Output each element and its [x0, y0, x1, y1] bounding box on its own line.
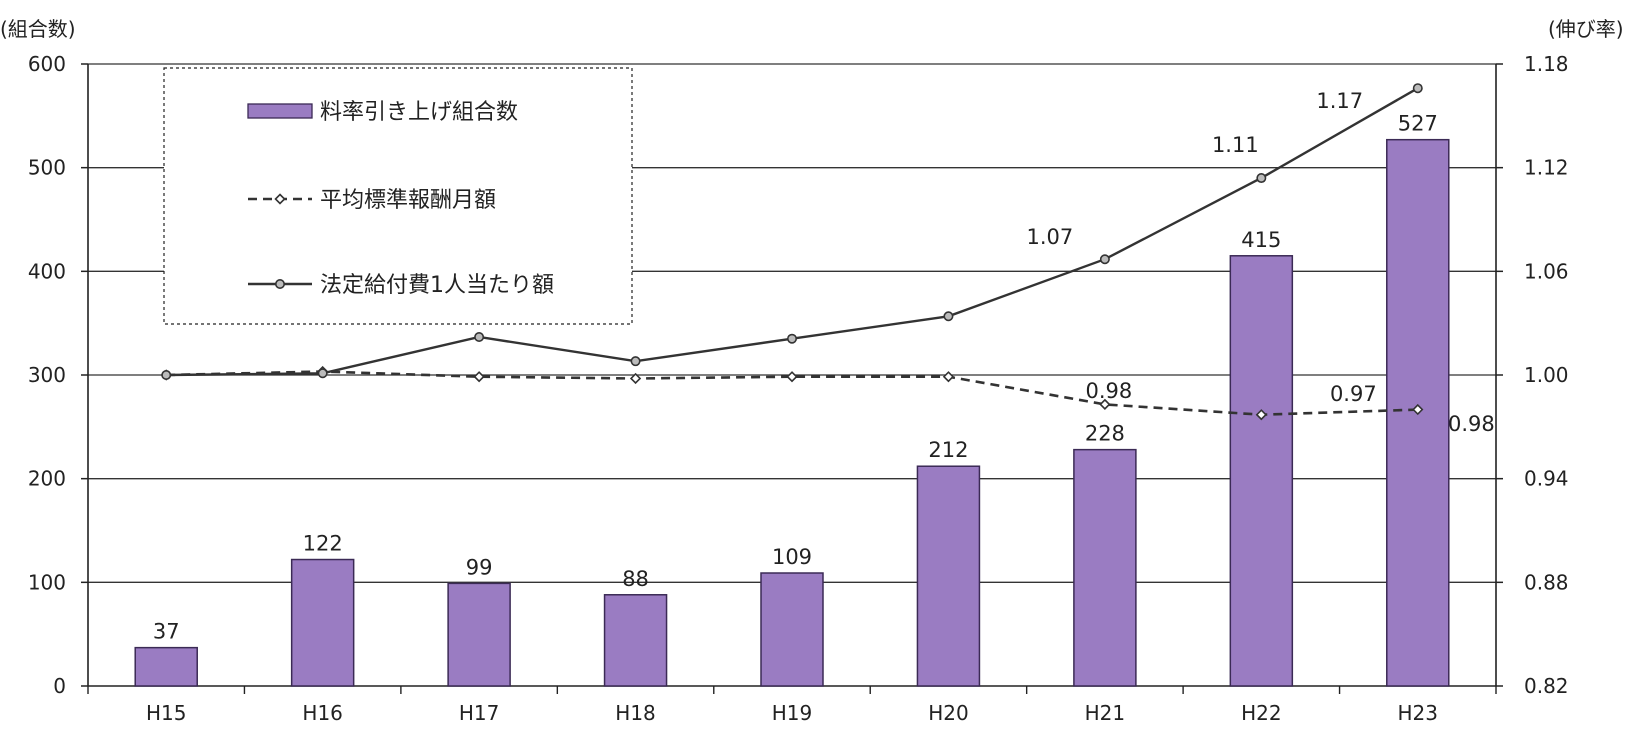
avg-label-H23: 0.98: [1448, 412, 1495, 436]
left-tick-label-0: 0: [53, 674, 66, 698]
x-tick-label-H17: H17: [459, 701, 500, 725]
x-tick-label-H16: H16: [302, 701, 343, 725]
right-tick-label-2: 0.94: [1524, 467, 1569, 491]
marker-benefit-H20: [943, 311, 954, 322]
bar-value-label-H19: 109: [772, 545, 812, 569]
x-tick-label-H21: H21: [1085, 701, 1126, 725]
right-tick-label-4: 1.06: [1524, 259, 1569, 283]
bar-H19: [760, 572, 824, 687]
legend-label-solid: 法定給付費1人当たり額: [320, 273, 554, 298]
right-tick-label-1: 0.88: [1524, 570, 1569, 594]
bar-value-label-H20: 212: [928, 438, 968, 462]
marker-avg-H17: [473, 371, 485, 383]
marker-avg-H21: [1099, 398, 1111, 411]
legend-label-dashed: 平均標準報酬月額: [320, 188, 496, 213]
right-tick-label-6: 1.18: [1524, 52, 1569, 76]
benefit-label-H21: 1.07: [1027, 225, 1074, 249]
marker-avg-H23: [1412, 403, 1424, 416]
legend-marker-circle: [274, 278, 285, 289]
bar-series: [134, 138, 1450, 687]
bar-value-label-H21: 228: [1085, 422, 1125, 446]
bar-value-label-H17: 99: [466, 555, 493, 579]
line-series: [160, 83, 1424, 421]
bar-H16: [290, 558, 355, 687]
left-tick-label-1: 100: [28, 570, 66, 594]
left-tick-label-4: 400: [28, 259, 66, 283]
legend-swatch-bar: [247, 103, 313, 119]
benefit-label-H22: 1.11: [1212, 133, 1259, 157]
right-tick-label-5: 1.12: [1524, 156, 1569, 180]
marker-benefit-H22: [1256, 173, 1267, 184]
bar-H21: [1073, 448, 1137, 687]
left-tick-label-3: 300: [28, 363, 66, 387]
left-tick-label-5: 500: [28, 156, 66, 180]
bar-value-label-H15: 37: [153, 620, 180, 644]
right-tick-label-3: 1.00: [1524, 363, 1569, 387]
legend-marker-diamond: [274, 193, 286, 205]
marker-benefit-H21: [1099, 254, 1110, 265]
right-axis-title: (伸び率): [1548, 17, 1624, 41]
right-tick-label-0: 0.82: [1524, 674, 1569, 698]
marker-benefit-H17: [474, 331, 485, 342]
bar-H18: [603, 594, 668, 687]
avg-label-H22: 0.97: [1330, 382, 1377, 406]
data-labels: 37 122 99 88 109 212 228 415 527 0.98 0.97 0.98 1.07…: [153, 89, 1495, 644]
marker-benefit-H15: [161, 369, 172, 380]
bar-value-label-H18: 88: [622, 567, 649, 591]
bar-value-label-H16: 122: [303, 532, 343, 556]
bar-value-label-H23: 527: [1398, 112, 1438, 136]
benefit-label-H23: 1.17: [1316, 89, 1363, 113]
marker-benefit-H19: [786, 333, 797, 344]
x-tick-label-H20: H20: [928, 701, 969, 725]
marker-avg-H20: [942, 371, 955, 383]
legend-label-bar: 料率引き上げ組合数: [320, 100, 518, 125]
x-tick-label-H18: H18: [615, 701, 656, 725]
legend-box: [163, 67, 633, 325]
marker-benefit-H18: [630, 356, 641, 367]
bar-H22: [1229, 255, 1294, 687]
marker-avg-H18: [629, 372, 642, 385]
marker-avg-H22: [1255, 409, 1267, 421]
bar-value-label-H22: 415: [1241, 228, 1281, 252]
bar-H17: [447, 582, 511, 687]
x-tick-label-H19: H19: [772, 701, 813, 725]
x-tick-label-H22: H22: [1241, 701, 1282, 725]
avg-label-H21: 0.98: [1086, 379, 1133, 403]
left-axis-title: (組合数): [0, 17, 76, 41]
bar-H15: [134, 646, 198, 687]
axes: 0 100 200 300 400 500 600 0.82 0.88 0.94 1.00 1.06 1…: [28, 52, 1569, 725]
marker-benefit-H16: [317, 368, 328, 379]
marker-benefit-H23: [1412, 83, 1423, 94]
left-tick-label-2: 200: [28, 467, 66, 491]
left-tick-label-6: 600: [28, 52, 66, 76]
x-tick-label-H23: H23: [1398, 701, 1439, 725]
marker-avg-H19: [786, 371, 798, 383]
bar-H20: [916, 465, 981, 687]
x-tick-label-H15: H15: [146, 701, 187, 725]
